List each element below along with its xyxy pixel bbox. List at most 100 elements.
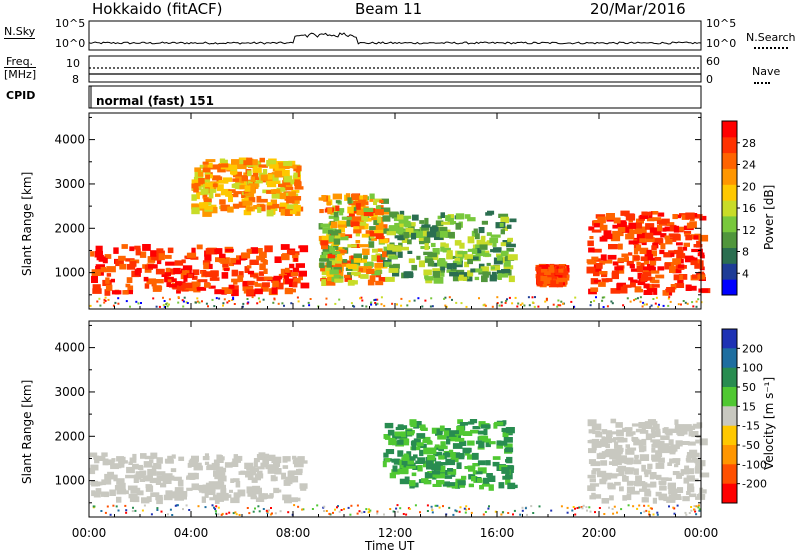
power-colorbar-label: Power [dB] [762,184,776,250]
heatmap-cell [106,273,112,277]
heatmap-cell [636,232,647,240]
heatmap-cell [408,508,411,510]
heatmap-cell [271,287,278,294]
heatmap-cell [519,513,522,516]
heatmap-cell [436,428,443,435]
heatmap-cell [467,270,474,277]
heatmap-cell [426,463,436,470]
heatmap-cell [634,288,643,293]
heatmap-cell [165,303,168,306]
heatmap-cell [254,507,256,510]
heatmap-cell [439,227,448,234]
heatmap-cell [143,504,146,507]
heatmap-cell [176,289,181,294]
heatmap-cell [208,164,219,170]
heatmap-cell [399,478,410,485]
heatmap-cell [277,302,280,305]
heatmap-cell [331,230,339,236]
heatmap-cell [202,456,210,461]
heatmap-cell [379,199,384,204]
heatmap-cell [135,248,141,256]
colorbar-segment [722,168,737,185]
heatmap-cell [212,175,221,181]
heatmap-cell [639,300,642,303]
heatmap-cell [550,280,557,287]
heatmap-cell [440,212,445,218]
heatmap-cell [162,304,165,307]
heatmap-cell [455,222,462,230]
heatmap-cell [269,468,279,473]
heatmap-cell [424,243,429,251]
heatmap-cell [603,230,612,237]
heatmap-cell [498,304,501,307]
heatmap-cell [101,491,109,497]
heatmap-cell [419,449,424,457]
heatmap-cell [228,195,233,203]
heatmap-cell [576,507,579,509]
heatmap-cell [383,304,386,307]
heatmap-cell [657,305,660,308]
heatmap-cell [676,242,683,246]
heatmap-cell [618,243,623,250]
heatmap-cell [271,277,281,283]
heatmap-cell [637,273,643,279]
heatmap-cell [460,302,463,305]
heatmap-cell [502,226,508,231]
heatmap-cell [501,467,510,474]
heatmap-cell [660,435,670,440]
heatmap-cell [679,226,685,231]
heatmap-cell [641,464,646,472]
heatmap-cell [325,279,336,286]
heatmap-cell [438,445,448,450]
heatmap-cell [633,299,636,302]
heatmap-cell [528,304,531,307]
heatmap-cell [344,274,351,278]
heatmap-cell [447,468,454,472]
heatmap-cell [294,186,304,190]
heatmap-cell [458,454,465,458]
heatmap-cell [593,271,600,277]
heatmap-cell [457,480,466,486]
heatmap-cell [250,495,258,500]
heatmap-cell [411,472,417,477]
heatmap-cell [432,483,442,487]
heatmap-cell [376,512,379,515]
heatmap-cell [227,206,234,213]
heatmap-cell [96,456,106,461]
heatmap-cell [126,466,135,474]
heatmap-cell [634,483,640,487]
heatmap-cell [104,299,107,302]
heatmap-cell [676,487,684,493]
heatmap-cell [373,220,379,226]
heatmap-cell [599,271,608,275]
heatmap-cell [188,460,199,465]
heatmap-cell [582,504,585,507]
heatmap-cell [682,496,690,502]
heatmap-cell [464,466,470,470]
heatmap-cell [450,472,456,477]
heatmap-cell [489,441,496,445]
heatmap-cell [465,305,468,308]
heatmap-cell [430,472,438,478]
heatmap-cell [643,269,652,273]
nave-legend-line [754,82,770,84]
heatmap-cell [471,248,478,255]
heatmap-cell [481,275,488,283]
heatmap-cell [328,215,336,219]
heatmap-cell [322,227,330,234]
heatmap-cell [111,290,122,295]
heatmap-cell [655,428,661,435]
heatmap-cell [511,302,514,305]
heatmap-cell [264,245,273,253]
heatmap-cell [367,279,375,286]
heatmap-cell [270,475,276,482]
heatmap-cell [361,304,364,307]
heatmap-cell [264,453,270,458]
heatmap-cell [289,263,295,269]
heatmap-cell [142,244,151,251]
heatmap-cell [467,440,475,446]
heatmap-cell [353,305,356,308]
heatmap-cell [601,278,609,283]
heatmap-cell [293,165,302,172]
